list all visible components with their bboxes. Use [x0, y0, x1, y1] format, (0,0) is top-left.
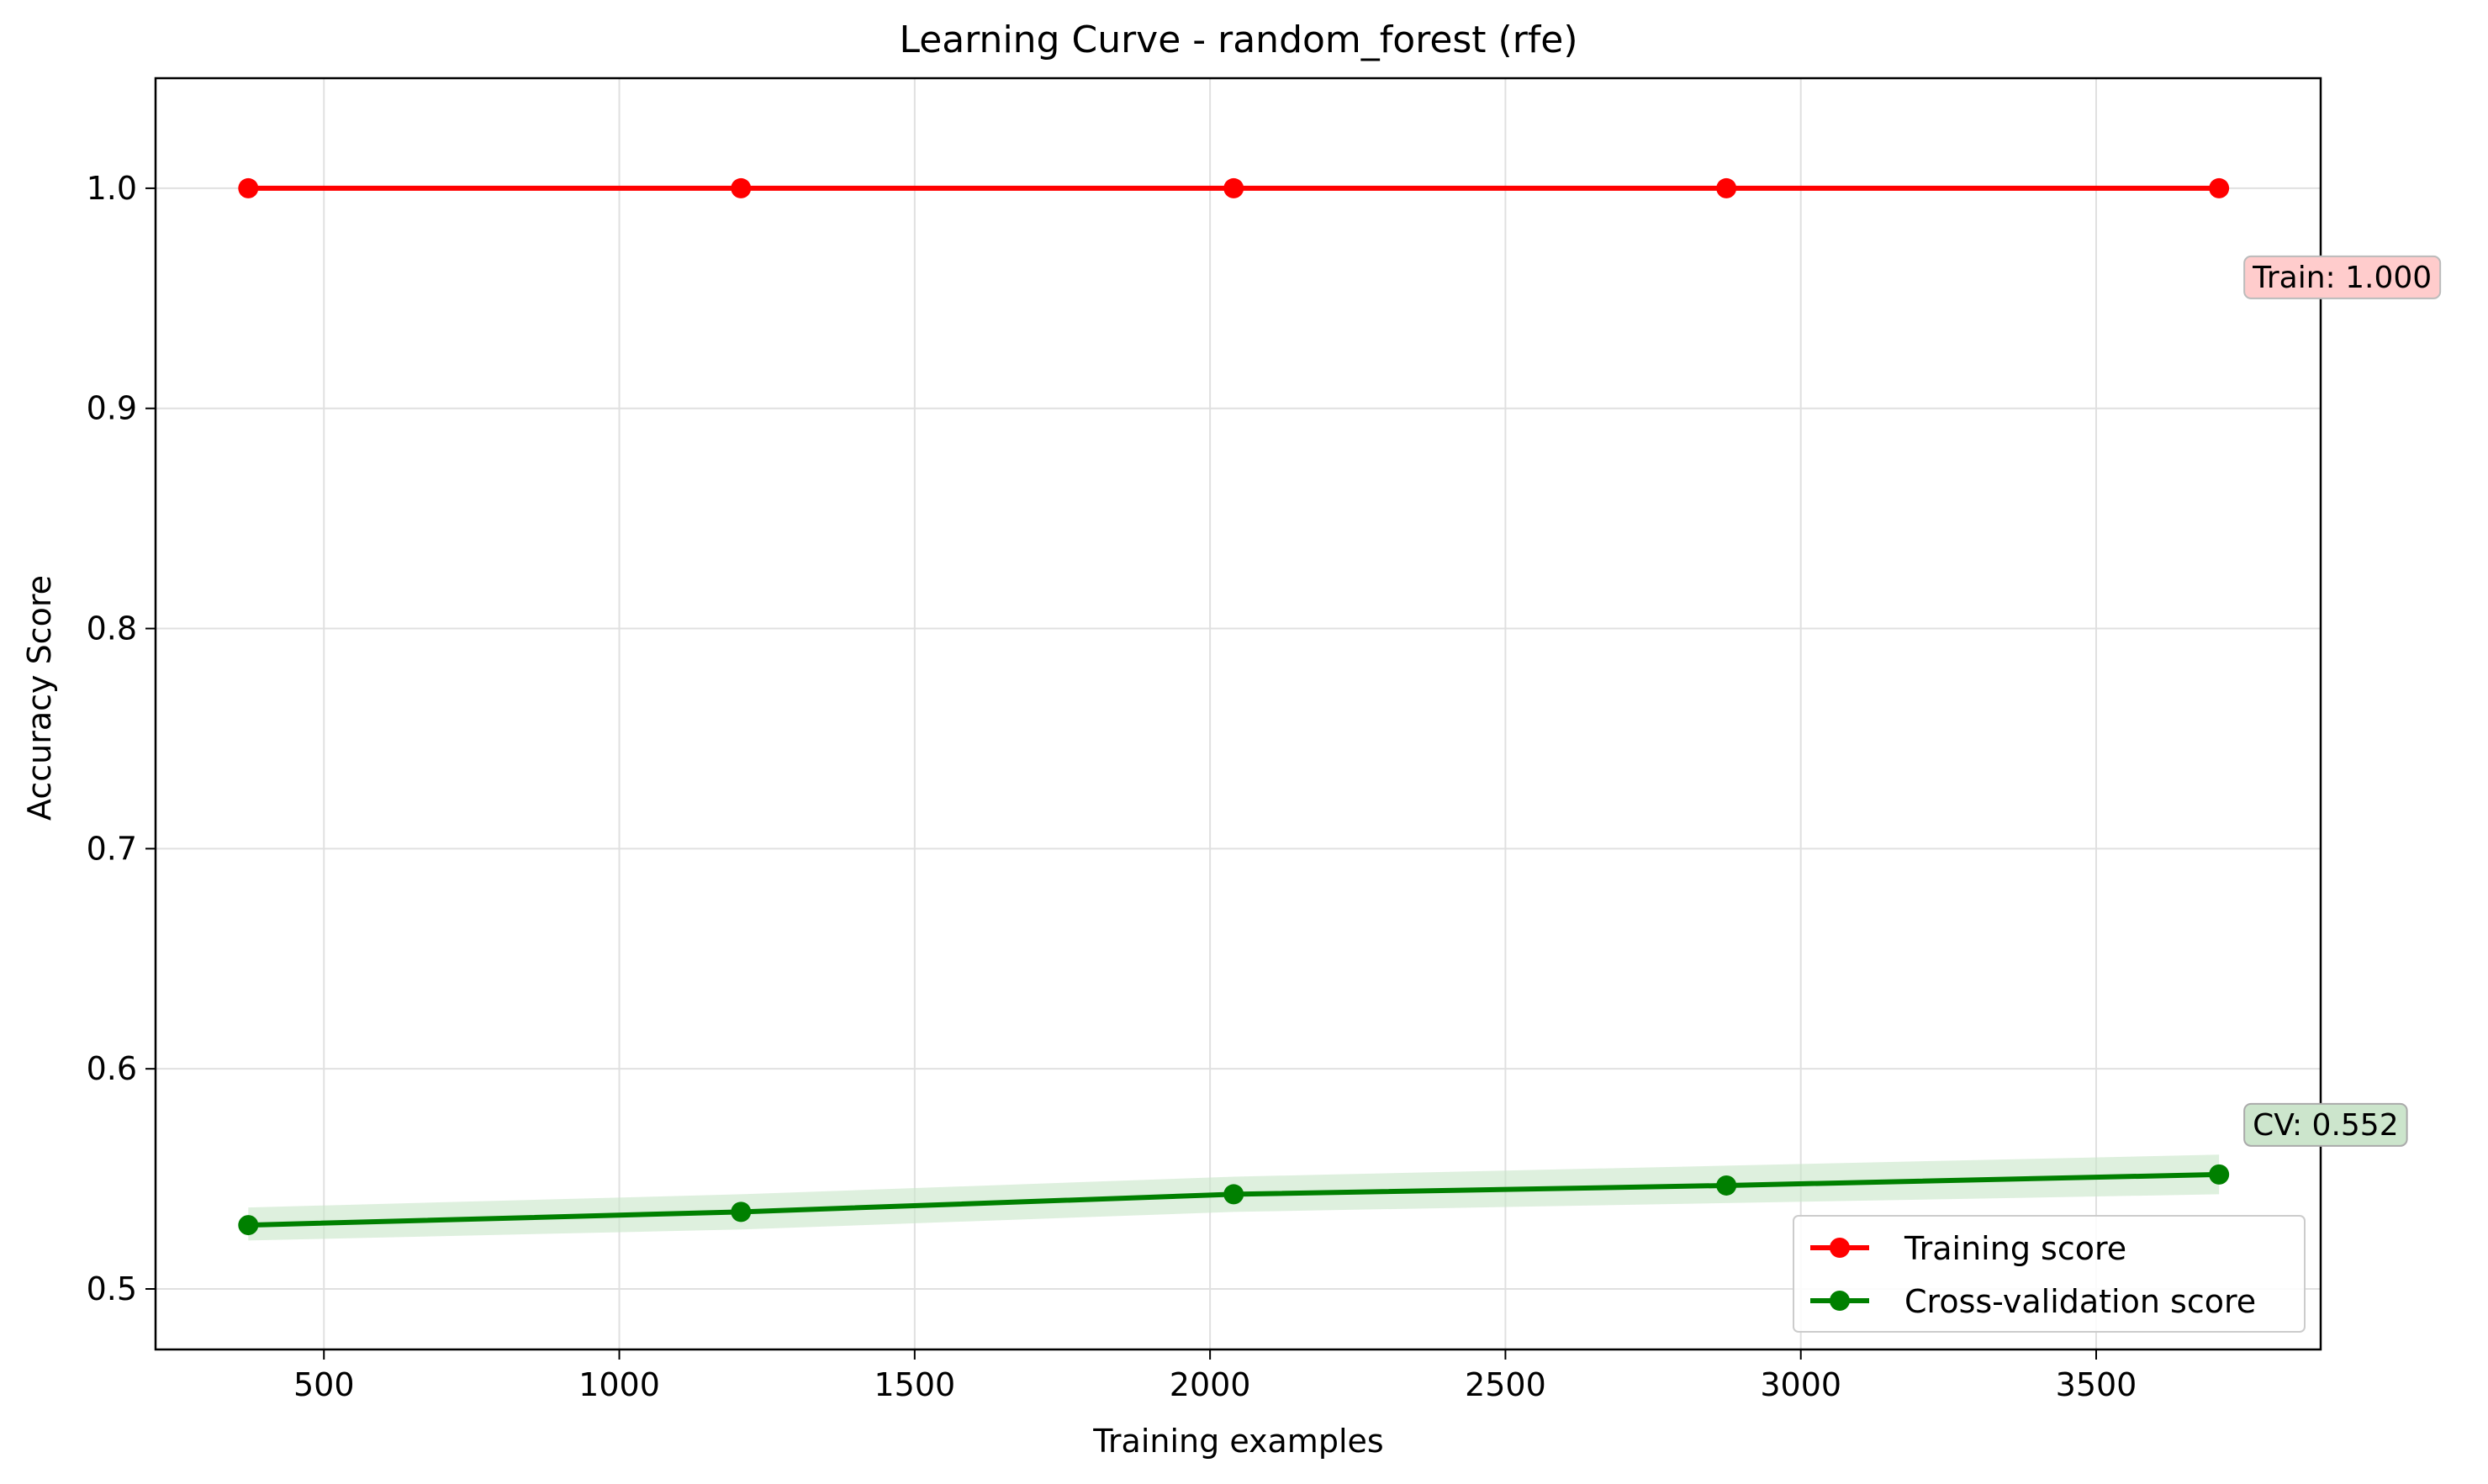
data-point-0-3: [1716, 177, 1737, 198]
legend-box: [1793, 1215, 2306, 1333]
data-point-1-4: [2209, 1164, 2230, 1185]
legend: Training score Cross-validation score: [1793, 1215, 2306, 1333]
y-tick-label: 0.6: [87, 1050, 137, 1087]
y-tick-label: 0.5: [87, 1270, 137, 1307]
x-tick-label: 2000: [1170, 1366, 1251, 1403]
annotation-box: [2243, 1102, 2408, 1147]
x-tick-label: 3000: [1760, 1366, 1841, 1403]
x-tick-label: 1000: [578, 1366, 660, 1403]
annotation-label: Train: 1.000: [2252, 261, 2432, 295]
axes-frame: [154, 77, 2322, 1351]
x-tick-label: 1500: [874, 1366, 955, 1403]
data-point-1-1: [731, 1201, 752, 1223]
plot-area: 500 1000 1500 2000 2500 3000 3500 0.5 0.6 0.7 0.8 0…: [87, 77, 2442, 1403]
data-point-0-2: [1223, 177, 1244, 198]
data-point-1-3: [1716, 1175, 1737, 1196]
x-tick-label: 2500: [1465, 1366, 1546, 1403]
x-axis-label: Training examples: [1092, 1423, 1383, 1460]
annotation-1: CV: 0.552: [2243, 1102, 2408, 1147]
data-point-0-0: [238, 177, 259, 198]
legend-entry-training: Training score: [1810, 1230, 2126, 1267]
annotation-box: [2243, 255, 2442, 299]
data-point-1-2: [1223, 1184, 1244, 1205]
y-axis-label: Accuracy Score: [21, 575, 58, 821]
data-point-1-0: [238, 1215, 259, 1236]
legend-marker-training: [1830, 1238, 1850, 1258]
x-tick-label: 3500: [2056, 1366, 2137, 1403]
legend-marker-cross-validation: [1830, 1291, 1850, 1311]
x-tick-label: 500: [293, 1366, 355, 1403]
y-tick-label: 0.7: [87, 830, 137, 867]
y-tick-label: 0.9: [87, 390, 137, 427]
legend-label-training: Training score: [1904, 1230, 2126, 1267]
data-point-0-4: [2209, 177, 2230, 198]
data-point-0-1: [731, 177, 752, 198]
y-tick-label: 0.8: [87, 610, 137, 647]
chart-title: Learning Curve - random_forest (rfe): [899, 18, 1577, 61]
y-tick-label: 1.0: [87, 170, 137, 207]
legend-entry-cross-validation: Cross-validation score: [1810, 1283, 2256, 1320]
annotation-0: Train: 1.000: [2243, 255, 2442, 299]
legend-label-cross-validation: Cross-validation score: [1904, 1283, 2256, 1320]
annotation-label: CV: 0.552: [2253, 1108, 2398, 1143]
